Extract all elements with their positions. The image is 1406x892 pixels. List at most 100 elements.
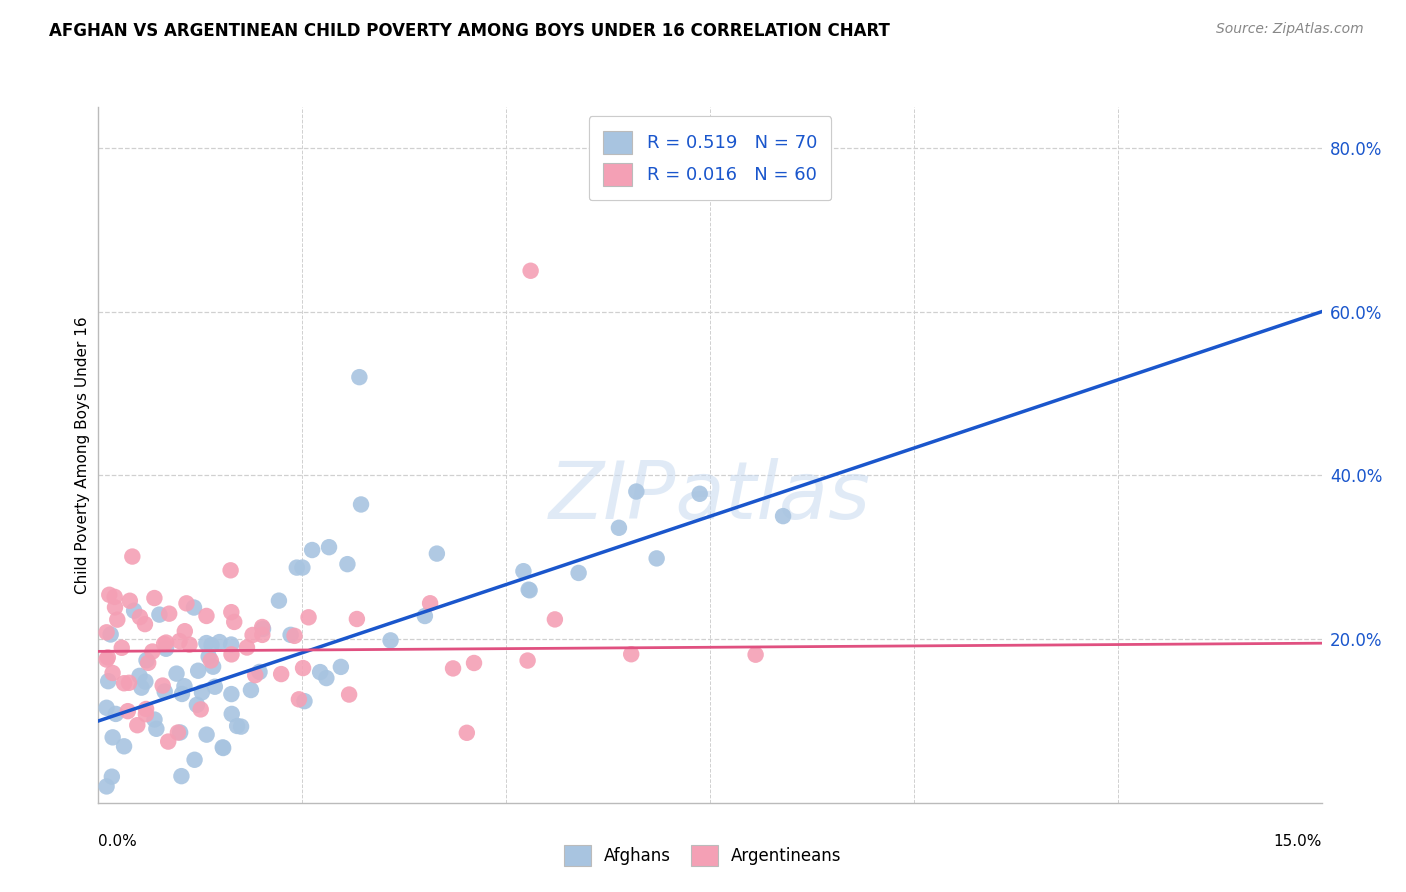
- Point: [544, 612, 567, 626]
- Point: [456, 726, 478, 740]
- Point: [128, 669, 150, 683]
- Point: [173, 679, 195, 693]
- Point: [221, 687, 243, 701]
- Point: [183, 753, 205, 767]
- Point: [239, 683, 262, 698]
- Point: [380, 633, 402, 648]
- Point: [134, 617, 156, 632]
- Point: [250, 620, 273, 634]
- Point: [645, 551, 668, 566]
- Point: [129, 610, 152, 624]
- Point: [309, 665, 332, 679]
- Point: [236, 640, 259, 655]
- Point: [104, 600, 127, 615]
- Point: [195, 728, 218, 742]
- Point: [118, 675, 141, 690]
- Point: [135, 702, 157, 716]
- Point: [97, 674, 120, 689]
- Point: [463, 656, 485, 670]
- Point: [202, 659, 225, 673]
- Point: [620, 647, 643, 661]
- Point: [135, 653, 157, 667]
- Point: [252, 622, 274, 636]
- Point: [226, 719, 249, 733]
- Point: [197, 649, 219, 664]
- Point: [294, 694, 316, 708]
- Point: [105, 613, 128, 627]
- Point: [101, 665, 124, 680]
- Point: [101, 770, 124, 784]
- Point: [153, 637, 176, 651]
- Point: [169, 725, 191, 739]
- Point: [96, 780, 118, 794]
- Point: [183, 600, 205, 615]
- Point: [350, 498, 373, 512]
- Point: [179, 638, 201, 652]
- Point: [200, 638, 222, 652]
- Point: [301, 543, 323, 558]
- Point: [134, 674, 156, 689]
- Point: [190, 702, 212, 716]
- Point: [242, 628, 264, 642]
- Point: [346, 612, 368, 626]
- Point: [152, 679, 174, 693]
- Point: [229, 720, 252, 734]
- Point: [516, 654, 538, 668]
- Point: [118, 593, 141, 607]
- Point: [519, 583, 541, 598]
- Point: [512, 564, 534, 578]
- Point: [689, 487, 711, 501]
- Point: [204, 680, 226, 694]
- Point: [117, 704, 139, 718]
- Point: [292, 661, 315, 675]
- Point: [101, 731, 124, 745]
- Text: Source: ZipAtlas.com: Source: ZipAtlas.com: [1216, 22, 1364, 37]
- Point: [173, 624, 195, 639]
- Point: [249, 665, 271, 679]
- Point: [96, 700, 118, 714]
- Point: [96, 625, 118, 640]
- Point: [607, 521, 630, 535]
- Point: [221, 605, 243, 619]
- Point: [349, 370, 371, 384]
- Point: [176, 596, 198, 610]
- Point: [112, 739, 135, 754]
- Point: [169, 634, 191, 648]
- Point: [143, 591, 166, 605]
- Point: [104, 706, 127, 721]
- Point: [157, 734, 180, 748]
- Point: [155, 635, 177, 649]
- Point: [195, 609, 218, 624]
- Point: [626, 484, 648, 499]
- Point: [155, 641, 177, 656]
- Text: 15.0%: 15.0%: [1274, 834, 1322, 849]
- Point: [122, 604, 145, 618]
- Point: [208, 635, 231, 649]
- Point: [221, 706, 243, 721]
- Point: [285, 560, 308, 574]
- Point: [131, 681, 153, 695]
- Point: [221, 648, 243, 662]
- Point: [100, 627, 122, 641]
- Point: [187, 664, 209, 678]
- Point: [297, 610, 319, 624]
- Point: [191, 685, 214, 699]
- Point: [127, 718, 149, 732]
- Point: [112, 676, 135, 690]
- Point: [270, 667, 292, 681]
- Point: [441, 661, 464, 675]
- Point: [419, 596, 441, 610]
- Point: [288, 692, 311, 706]
- Legend: R = 0.519   N = 70, R = 0.016   N = 60: R = 0.519 N = 70, R = 0.016 N = 60: [589, 116, 831, 201]
- Point: [517, 582, 540, 597]
- Point: [568, 566, 591, 580]
- Point: [195, 636, 218, 650]
- Point: [200, 653, 222, 667]
- Point: [744, 648, 766, 662]
- Point: [413, 609, 436, 624]
- Point: [280, 628, 302, 642]
- Point: [318, 540, 340, 554]
- Point: [170, 687, 193, 701]
- Point: [519, 264, 541, 278]
- Point: [145, 722, 167, 736]
